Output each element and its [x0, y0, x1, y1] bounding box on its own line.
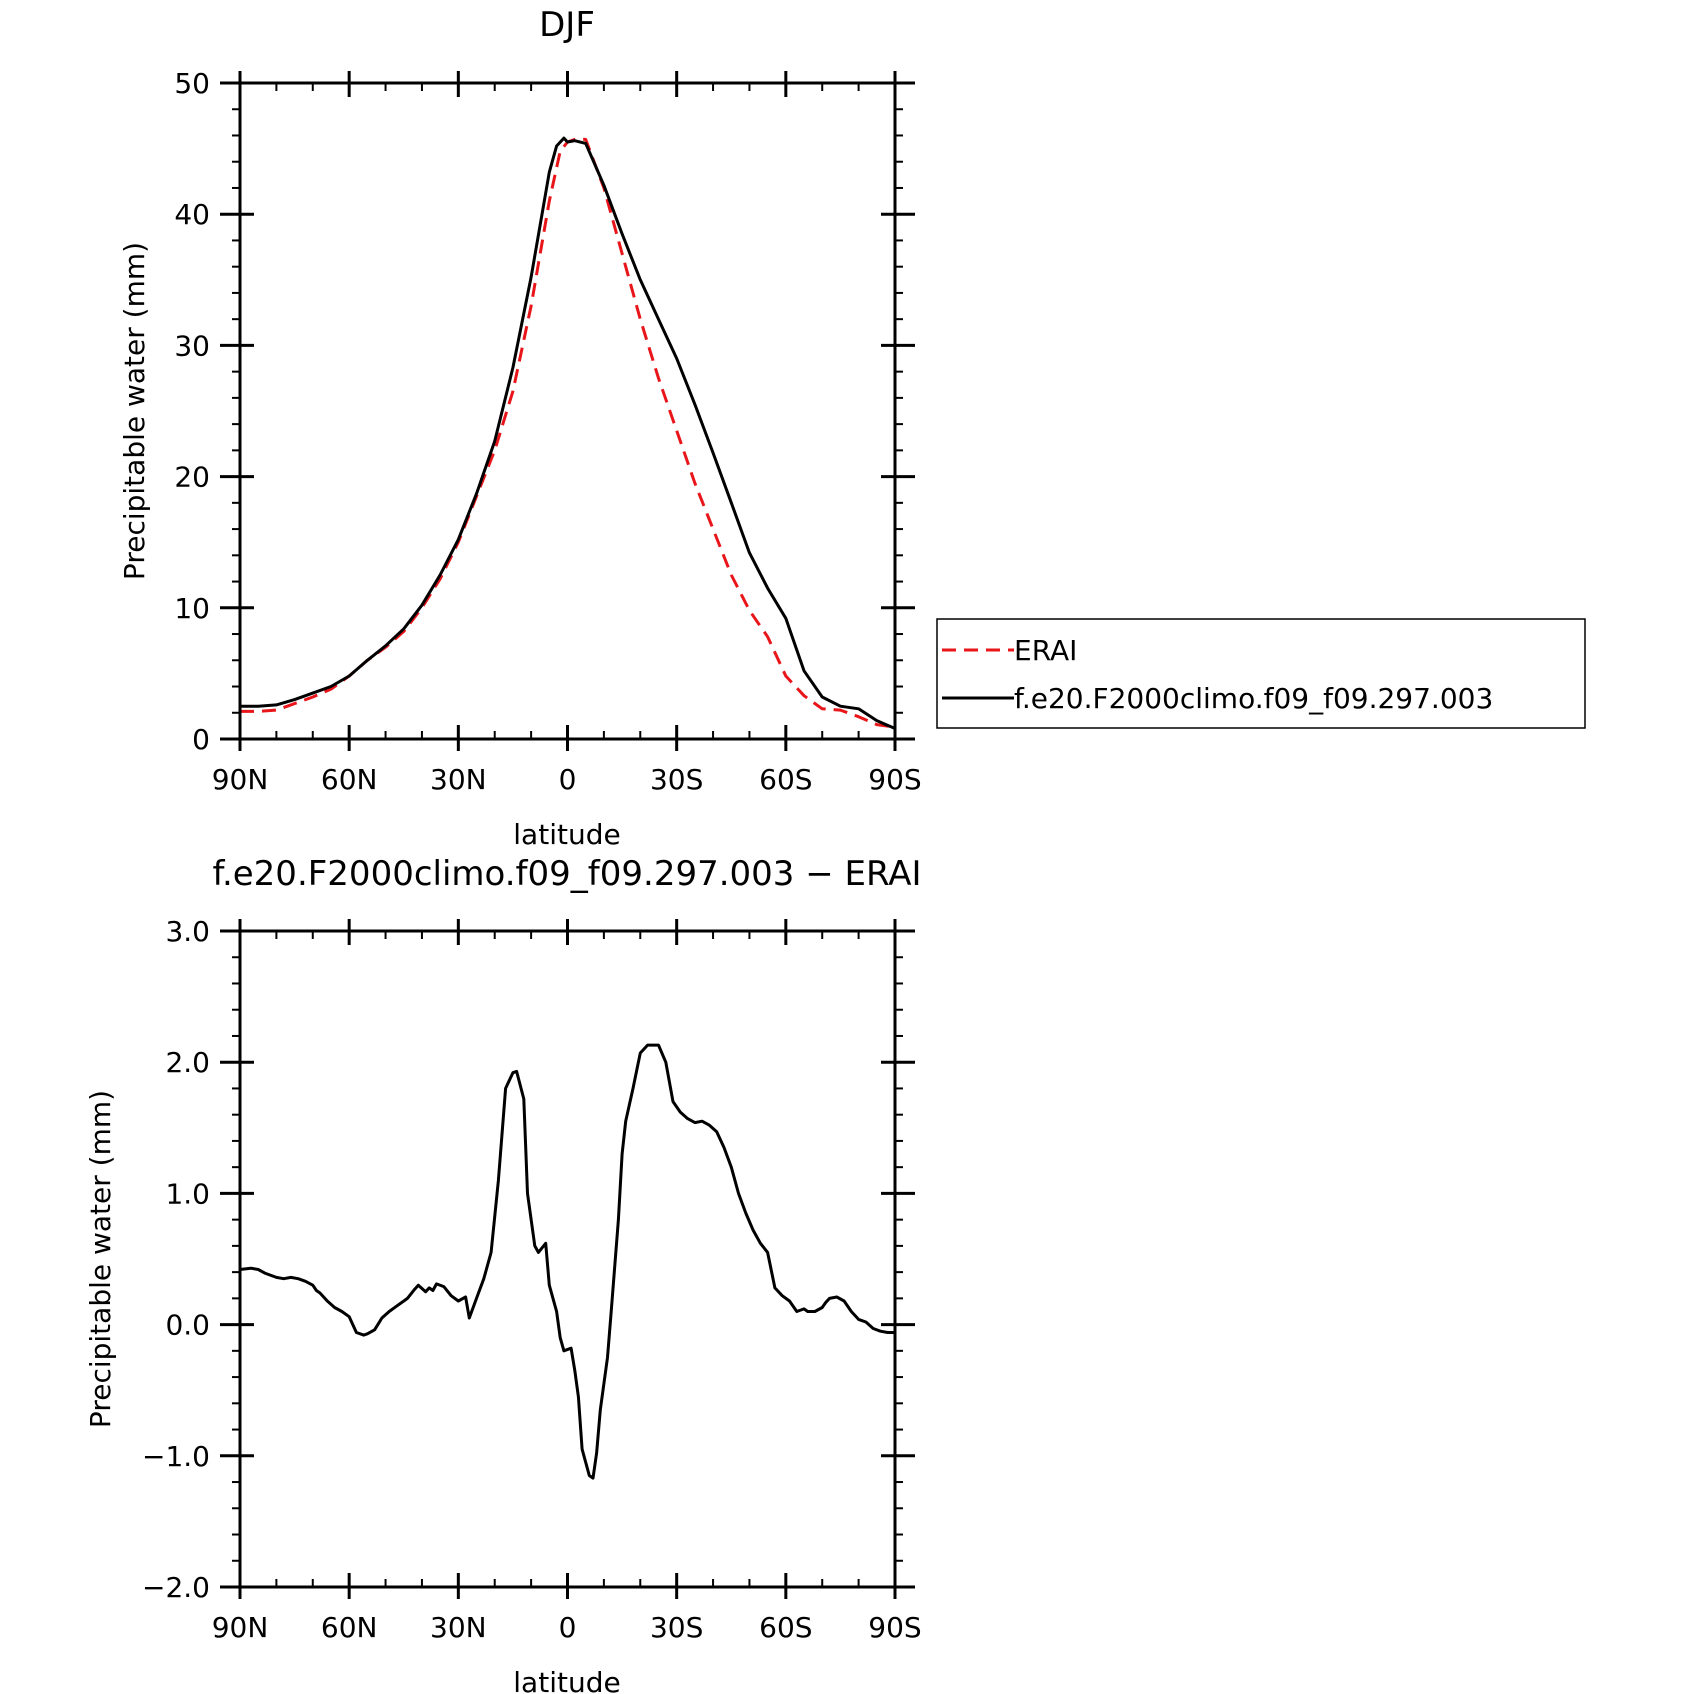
bottom-x-tick-label: 0 [559, 1611, 577, 1644]
top-x-axis-label: latitude [513, 818, 620, 851]
top-x-tick-label: 60S [759, 763, 812, 796]
top-series-line-1 [240, 136, 896, 730]
bottom-plot-frame [238, 929, 897, 1589]
bottom-series-layer [239, 1043, 895, 1480]
bottom-x-tick-label: 30N [430, 1611, 487, 1644]
bottom-y-tick-label: 0.0 [165, 1309, 210, 1342]
top-panel: DJF 90N 60N 30N 0 30S 60S 90S 0 10 20 30 40 50 latit… [118, 5, 922, 851]
top-x-tick-label: 90N [212, 763, 269, 796]
top-y-tick-label: 40 [174, 198, 210, 231]
top-y-tick-label: 50 [174, 67, 210, 100]
bottom-y-tick-label: 2.0 [165, 1046, 210, 1079]
bottom-ticks: 90N 60N 30N 0 30S 60S 90S −2.0 −1.0 0.0 1.0 2.0 3.0 [142, 915, 922, 1644]
top-y-tick-label: 20 [174, 461, 210, 494]
legend-box [936, 618, 1586, 729]
top-x-tick-label: 30S [650, 763, 703, 796]
top-y-axis-label: Precipitable water (mm) [118, 242, 151, 580]
top-y-tick-label: 0 [192, 723, 210, 756]
top-x-tick-label: 0 [559, 763, 577, 796]
bottom-title: f.e20.F2000climo.f09_f09.297.003 − ERAI [212, 854, 921, 894]
bottom-x-axis-label: latitude [513, 1666, 620, 1694]
top-x-tick-label: 90S [868, 763, 921, 796]
legend-label-model: f.e20.F2000climo.f09_f09.297.003 [1014, 682, 1493, 715]
bottom-y-tick-label: 1.0 [165, 1177, 210, 1210]
bottom-x-tick-label: 90S [868, 1611, 921, 1644]
bottom-panel: f.e20.F2000climo.f09_f09.297.003 − ERAI … [84, 854, 922, 1694]
bottom-y-tick-label: −2.0 [142, 1571, 210, 1604]
top-y-tick-label: 10 [174, 592, 210, 625]
top-x-tick-label: 60N [321, 763, 378, 796]
bottom-x-tick-label: 60N [321, 1611, 378, 1644]
top-x-tick-label: 30N [430, 763, 487, 796]
top-series-line-0 [240, 137, 896, 729]
bottom-x-tick-label: 30S [650, 1611, 703, 1644]
bottom-x-tick-label: 90N [212, 1611, 269, 1644]
top-plot-frame [238, 81, 897, 741]
bottom-series-line-0 [239, 1043, 895, 1480]
bottom-y-tick-label: −1.0 [142, 1440, 210, 1473]
top-y-tick-label: 30 [174, 329, 210, 362]
bottom-x-tick-label: 60S [759, 1611, 812, 1644]
bottom-y-axis-label: Precipitable water (mm) [84, 1090, 117, 1428]
bottom-y-tick-label: 3.0 [165, 915, 210, 948]
top-title: DJF [539, 5, 595, 45]
legend-label-erai: ERAI [1014, 634, 1077, 667]
legend: ERAI f.e20.F2000climo.f09_f09.297.003 [936, 618, 1586, 729]
top-series-layer [240, 136, 896, 730]
